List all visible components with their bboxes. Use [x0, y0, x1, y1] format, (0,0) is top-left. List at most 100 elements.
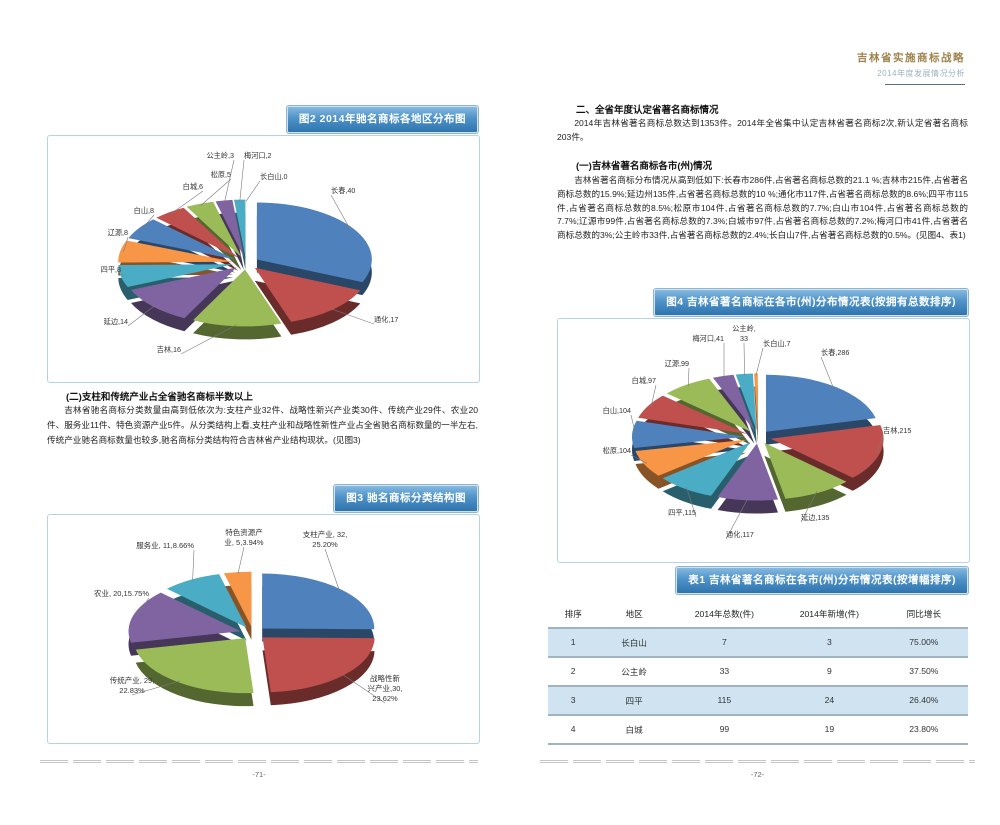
pie-label: 吉林,16	[157, 345, 181, 354]
pie-slice	[118, 240, 234, 263]
figure3-chart-frame: 支柱产业, 32, 25.20% 战略性新兴产业,30, 23.62% 传统产业, 29…	[47, 514, 480, 744]
pie-slice	[135, 638, 254, 694]
label-leader-line	[127, 305, 156, 327]
pie-label: 传统产业, 29, 22.83%	[110, 675, 155, 695]
table-cell: 3	[826, 637, 832, 647]
figure4-chart-frame: 长春,286 吉林,215 延边,135 通化,117 四平,115 松原,104 白山,1…	[557, 318, 970, 563]
table-header-row: 排序 地区 2014年总数(件) 2014年新增(件) 同比增长	[548, 601, 968, 629]
pie-label: 吉林,215	[883, 426, 911, 435]
pie-slice	[754, 373, 758, 431]
pie-label: 白城,6	[183, 182, 203, 191]
pie-label: 支柱产业, 32, 25.20%	[303, 529, 348, 549]
pie-label: 白山,104	[603, 406, 631, 415]
pie-label: 白山,8	[134, 206, 154, 215]
pie-slice	[638, 395, 747, 434]
table-cell: 9	[826, 666, 832, 676]
table-cell: 23.80%	[909, 724, 939, 734]
report-title: 吉林省实施商标战略	[857, 52, 965, 64]
pie-label: 延边,14	[104, 317, 128, 326]
table-cell: 37.50%	[909, 666, 939, 676]
pie-slice	[193, 269, 282, 327]
pie-slice	[234, 199, 246, 257]
pie-label: 服务业, 11,8.66%	[136, 540, 194, 550]
label-leader-line	[135, 597, 150, 617]
label-leader-line	[686, 487, 697, 518]
pie-label: 辽源,99	[665, 359, 689, 368]
label-leader-line	[650, 384, 657, 407]
pie-label: 特色资源产业, 5,3.94%	[224, 527, 264, 547]
table-header-cell: 2014年总数(件)	[694, 609, 754, 619]
table-cell: 24	[824, 695, 835, 705]
figure2-pie-chart: 长春,40 通化,17 吉林,16 延边,14 四平,8 辽源,8 白山,8 白城,6 松原,5…	[101, 151, 398, 355]
left-page-footer-rule	[40, 760, 478, 763]
pie-label: 松原,104	[603, 446, 631, 455]
pie-label: 长白山,0	[260, 172, 288, 181]
label-leader-line	[630, 414, 636, 435]
pie-slice	[764, 442, 847, 499]
table-cell: 1	[570, 637, 576, 647]
label-leader-line	[120, 273, 125, 277]
figure2-title-badge: 图2 2014年驰名商标各地区分布图	[286, 106, 478, 133]
table-cell: 115	[717, 695, 732, 705]
right-page-footer-rule	[540, 760, 975, 763]
table-cell: 白城	[625, 725, 643, 735]
pie-slice	[635, 439, 747, 476]
pie-slice	[766, 374, 876, 432]
label-leader-line	[341, 673, 386, 704]
report-subtitle: 2014年度发展情况分析	[877, 69, 965, 78]
label-leader-line	[123, 236, 129, 252]
table1: 排序 地区 2014年总数(件) 2014年新增(件) 同比增长 1 长白山 7 3 75.00%…	[548, 601, 968, 745]
table-cell: 四平	[625, 696, 643, 706]
pie-slice	[128, 219, 236, 260]
pie-label: 战略性新兴产业,30, 23.62%	[367, 673, 402, 703]
paragraph-2: 吉林省著名商标分布情况从高到低如下:长春市286件,占省著名商标总数的21.1 …	[557, 175, 968, 241]
pie-slice	[735, 373, 757, 431]
table-cell: 2	[570, 666, 576, 676]
figure2-chart-frame: 长春,40 通化,17 吉林,16 延边,14 四平,8 辽源,8 白山,8 白城,6 松原,5…	[47, 135, 480, 383]
sub-section-heading: (一)吉林省著名商标各市(州)情况	[576, 161, 713, 172]
label-leader-line	[180, 324, 237, 355]
pie-label: 通化,117	[726, 530, 754, 539]
pie-slice	[631, 420, 745, 448]
pie-slice	[186, 201, 242, 257]
pie-label: 长春,40	[331, 186, 355, 195]
label-leader-line	[192, 549, 195, 582]
label-leader-line	[239, 159, 245, 202]
pie-label: 农业, 20,15.75%	[94, 588, 149, 598]
pie-label: 辽源,8	[108, 228, 128, 237]
pie-slice	[254, 267, 361, 322]
label-leader-line	[630, 454, 648, 464]
label-leader-line	[725, 498, 749, 540]
table-cell: 3	[570, 695, 576, 705]
label-leader-line	[141, 214, 155, 230]
pie-slice	[770, 425, 884, 478]
pie-slice	[262, 637, 375, 693]
pie-label: 梅河口,2	[244, 151, 272, 160]
pie-label: 通化,17	[374, 315, 398, 324]
section2-body: 吉林省驰名商标分类数量由高到低依次为:支柱产业32件、战略性新兴产业类30件、传…	[47, 405, 478, 445]
right-page-header: 吉林省实施商标战略 2014年度发展情况分析	[857, 50, 965, 85]
table-row: 1 长白山 7 3 75.00%	[548, 629, 968, 658]
table1-title-badge: 表1 吉林省著名商标在各市(州)分布情况表(按增幅排序)	[676, 567, 968, 594]
table-cell: 75.00%	[909, 637, 939, 647]
label-leader-line	[755, 347, 764, 376]
label-leader-line	[131, 680, 181, 696]
figure4-pie-chart: 长春,286 吉林,215 延边,135 通化,117 四平,115 松原,104 白山,1…	[603, 324, 911, 540]
table-row: 4 白城 99 19 23.80%	[548, 716, 968, 745]
figure4-title-badge: 图4 吉林省著名商标在各市(州)分布情况表(按拥有总数排序)	[654, 289, 968, 316]
paragraph-1: 2014年吉林省著名商标总数达到1353件。2014年全省集中认定吉林省著名商标…	[557, 118, 968, 142]
figure3-title-badge: 图3 驰名商标分类结构图	[334, 485, 478, 512]
pie-slice	[662, 442, 751, 496]
label-leader-line	[330, 308, 375, 325]
table-cell: 长白山	[621, 638, 647, 648]
pie-slice	[166, 574, 247, 628]
pie-label: 四平,8	[101, 265, 121, 274]
label-leader-line	[200, 178, 232, 206]
table-cell: 7	[721, 637, 727, 647]
pie-label: 梅河口,41	[692, 334, 724, 343]
table-header-cell: 2014年新增(件)	[799, 609, 859, 619]
pie-slice	[712, 374, 755, 431]
pie-slice	[131, 267, 237, 319]
label-leader-line	[224, 159, 235, 203]
